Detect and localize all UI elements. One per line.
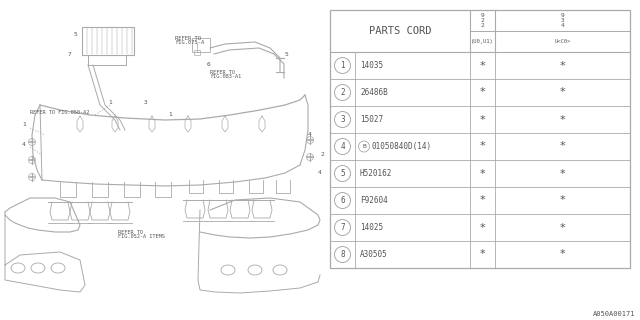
Text: REFER TO: REFER TO — [210, 69, 235, 75]
Text: (U0,U1): (U0,U1) — [471, 39, 494, 44]
Text: 2: 2 — [320, 153, 324, 157]
Text: *: * — [560, 60, 565, 70]
Text: *: * — [560, 87, 565, 98]
Text: 14035: 14035 — [360, 61, 383, 70]
Text: 4: 4 — [308, 132, 312, 138]
Text: *: * — [480, 87, 485, 98]
Text: 2: 2 — [340, 88, 345, 97]
Text: FIG.083-A1: FIG.083-A1 — [210, 75, 241, 79]
Text: *: * — [480, 250, 485, 260]
Text: 1: 1 — [22, 122, 26, 126]
Bar — [82, 27, 134, 55]
Text: REFER TO: REFER TO — [118, 229, 143, 235]
Text: 1: 1 — [168, 113, 172, 117]
Text: A30505: A30505 — [360, 250, 388, 259]
Text: F92604: F92604 — [360, 196, 388, 205]
Text: 9
2
2: 9 2 2 — [481, 12, 484, 28]
Text: *: * — [480, 141, 485, 151]
Text: *: * — [560, 141, 565, 151]
Text: *: * — [480, 222, 485, 233]
Text: U<C0>: U<C0> — [554, 39, 571, 44]
Text: 7: 7 — [340, 223, 345, 232]
Text: REFER TO: REFER TO — [175, 36, 201, 41]
Text: 3: 3 — [144, 100, 148, 105]
Text: FIG.052-A ITEMS: FIG.052-A ITEMS — [118, 235, 165, 239]
Text: 5: 5 — [74, 33, 77, 37]
Text: 26486B: 26486B — [360, 88, 388, 97]
Text: *: * — [480, 196, 485, 205]
Bar — [192, 38, 210, 52]
Text: 4: 4 — [340, 142, 345, 151]
Text: 6: 6 — [207, 62, 211, 68]
Bar — [330, 10, 630, 268]
Text: *: * — [480, 60, 485, 70]
Text: *: * — [560, 169, 565, 179]
Text: 1: 1 — [340, 61, 345, 70]
Text: 6: 6 — [340, 196, 345, 205]
Text: 7: 7 — [68, 52, 72, 58]
Text: 9
3
4: 9 3 4 — [561, 12, 564, 28]
Text: H520162: H520162 — [360, 169, 392, 178]
Text: 15027: 15027 — [360, 115, 383, 124]
Text: 4: 4 — [22, 141, 26, 147]
Bar — [194, 50, 200, 55]
Text: REFER TO FIG.050-A2: REFER TO FIG.050-A2 — [30, 110, 90, 116]
Text: 8: 8 — [340, 250, 345, 259]
Text: 3: 3 — [340, 115, 345, 124]
Text: 4: 4 — [318, 170, 322, 174]
Text: *: * — [560, 222, 565, 233]
Text: *: * — [560, 250, 565, 260]
Text: 5: 5 — [340, 169, 345, 178]
Text: PARTS CORD: PARTS CORD — [369, 26, 431, 36]
Text: *: * — [560, 115, 565, 124]
Text: B: B — [362, 144, 366, 149]
Text: FIG.075-A: FIG.075-A — [175, 41, 204, 45]
Text: 1: 1 — [108, 100, 112, 105]
Text: 01050840D(14): 01050840D(14) — [372, 142, 432, 151]
Text: 5: 5 — [285, 52, 289, 58]
Text: *: * — [480, 115, 485, 124]
Text: *: * — [560, 196, 565, 205]
Text: A050A00171: A050A00171 — [593, 311, 635, 317]
Text: 14025: 14025 — [360, 223, 383, 232]
Text: *: * — [480, 169, 485, 179]
